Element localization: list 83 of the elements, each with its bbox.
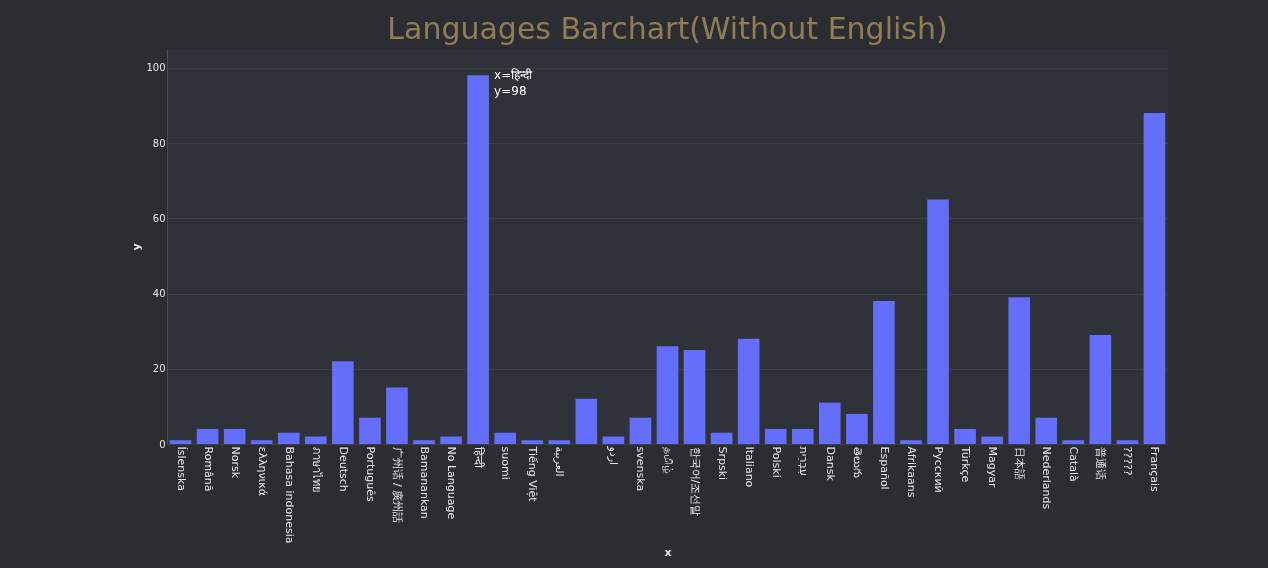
bar — [196, 428, 219, 444]
bar — [737, 338, 760, 444]
x-tick-label: Català — [1067, 446, 1081, 482]
x-tick-label: Norsk — [228, 446, 242, 479]
y-tick-label: 80 — [152, 137, 166, 149]
x-tick-label: Português — [363, 446, 377, 502]
bar — [629, 417, 652, 444]
bar — [873, 301, 895, 444]
bar — [386, 387, 408, 444]
bar — [656, 346, 679, 444]
bar — [304, 436, 327, 444]
x-tick-label: svenska — [634, 446, 648, 492]
bar — [223, 428, 246, 444]
bar — [332, 361, 354, 444]
bar — [250, 440, 273, 444]
x-tick-label: Bahasa indonesia — [282, 446, 296, 544]
x-tick-label: Română — [201, 446, 215, 492]
x-tick-label: Dansk — [823, 446, 837, 482]
x-tick-label: اردو — [607, 445, 621, 466]
bar — [710, 432, 733, 444]
y-tick-label: 20 — [152, 363, 166, 375]
x-tick-label: Afrikaans — [904, 446, 918, 498]
x-tick-label: Bamanankan — [418, 446, 432, 519]
bar — [1143, 112, 1166, 444]
bar — [277, 432, 300, 444]
x-tick-label: 普通话 — [1094, 446, 1108, 480]
bar — [900, 440, 922, 444]
bar — [981, 436, 1003, 444]
bar — [819, 402, 841, 444]
bar — [791, 428, 814, 444]
y-axis-title: y — [130, 243, 144, 251]
x-tick-label: Pусский — [932, 446, 946, 493]
x-tick-label: ????? — [1121, 446, 1135, 476]
x-tick-label: हिन्दी — [472, 446, 486, 468]
x-tick-label: తెలుగు — [850, 446, 864, 478]
x-tick-label: Íslenska — [174, 446, 188, 491]
bar — [846, 413, 868, 444]
x-tick-label: No Language — [445, 446, 459, 520]
bar — [927, 199, 949, 444]
x-tick-label: Nederlands — [1040, 446, 1054, 510]
x-tick-label: Magyar — [986, 446, 1000, 488]
bar — [413, 440, 435, 444]
bar — [1116, 440, 1139, 444]
x-tick-label: Deutsch — [336, 446, 350, 492]
bar — [440, 436, 462, 444]
bar — [521, 440, 544, 444]
x-tick-label: ελληνικά — [255, 446, 269, 497]
y-tick-label: 0 — [159, 438, 166, 450]
x-tick-label: עִבְרִית — [796, 446, 810, 476]
bar — [683, 349, 706, 444]
y-tick-label: 60 — [152, 212, 166, 224]
bar — [1062, 440, 1085, 444]
x-tick-label: ภาษาไทย — [309, 446, 323, 492]
bar — [1035, 417, 1058, 444]
y-tick-label: 40 — [152, 288, 166, 300]
x-tick-label: Italiano — [742, 446, 756, 488]
bar — [575, 398, 598, 444]
x-tick-label: Srpski — [715, 446, 729, 481]
bar — [169, 440, 192, 444]
bar — [602, 436, 625, 444]
bar — [359, 417, 381, 444]
x-tick-label: 广州话 / 廣州話 — [390, 446, 404, 524]
x-tick-label: 日本語 — [1013, 446, 1027, 480]
bar — [1089, 334, 1112, 444]
bar — [1008, 297, 1031, 444]
bar — [548, 440, 571, 444]
bar — [764, 428, 787, 444]
x-tick-label: தமிழ் — [661, 446, 675, 474]
x-tick-label: العربية — [553, 446, 567, 477]
x-tick-label: suomi — [499, 446, 513, 480]
x-tick-label: Polski — [769, 446, 783, 478]
x-axis-title: x — [664, 546, 672, 560]
y-tick-label: 100 — [146, 62, 166, 74]
chart-title: Languages Barchart(Without English) — [387, 11, 948, 46]
bar — [467, 75, 489, 444]
bar — [494, 432, 516, 444]
x-tick-label: Türkçe — [959, 445, 973, 483]
x-tick-label: 한국어/조선말 — [688, 446, 702, 517]
x-tick-label: Tiếng Việt — [526, 445, 540, 503]
bar — [954, 428, 976, 444]
x-tick-label: Français — [1148, 446, 1162, 493]
x-tick-label: Español — [877, 446, 891, 490]
annotation: x=हिन्दी y=98 — [494, 68, 534, 99]
